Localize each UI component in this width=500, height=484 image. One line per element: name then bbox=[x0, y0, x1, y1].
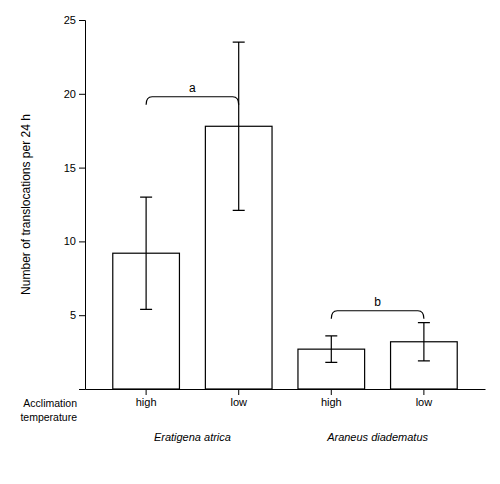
x-tick: low bbox=[230, 389, 247, 408]
y-tick-label: 5 bbox=[70, 309, 76, 321]
x-tick-label: high bbox=[136, 396, 157, 408]
x-axis: high low high low bbox=[86, 389, 486, 408]
y-axis-line bbox=[79, 21, 86, 390]
y-tick-mark bbox=[79, 241, 85, 242]
species-label: Araneus diadematus bbox=[326, 431, 428, 443]
y-tick: 25 bbox=[64, 14, 85, 26]
error-bar bbox=[233, 42, 245, 210]
y-tick-label: 25 bbox=[64, 14, 76, 26]
error-bar bbox=[325, 336, 337, 363]
chart: 5 10 15 20 25 high low high low Number of translo… bbox=[0, 0, 500, 484]
significance-letter: a bbox=[189, 81, 196, 95]
x-tick: high bbox=[136, 389, 157, 408]
x-tick-label: high bbox=[321, 396, 342, 408]
y-tick-mark bbox=[79, 20, 85, 21]
annotations: ab bbox=[146, 81, 424, 319]
error-bar bbox=[140, 197, 152, 309]
plot: 5 10 15 20 25 high low high low Number of translo… bbox=[19, 14, 486, 443]
y-tick-mark bbox=[79, 315, 85, 316]
y-axis: 5 10 15 20 25 bbox=[64, 14, 86, 389]
y-tick: 10 bbox=[64, 235, 85, 247]
y-tick-label: 20 bbox=[64, 88, 76, 100]
y-tick: 5 bbox=[70, 309, 85, 321]
x-tick-mark bbox=[331, 389, 332, 395]
x-tick-label: low bbox=[416, 396, 433, 408]
species-label: Eratigena atrica bbox=[154, 431, 231, 443]
axis-note: temperature bbox=[20, 411, 77, 423]
error-bar bbox=[418, 323, 430, 361]
significance-bracket bbox=[146, 97, 239, 105]
x-tick-mark bbox=[146, 389, 147, 395]
x-tick: high bbox=[321, 389, 342, 408]
x-tick-mark bbox=[423, 389, 424, 395]
y-tick: 20 bbox=[64, 88, 85, 100]
y-tick-label: 15 bbox=[64, 162, 76, 174]
x-tick: low bbox=[416, 389, 433, 408]
y-axis-title: Number of translocations per 24 h bbox=[19, 114, 33, 295]
y-tick-mark bbox=[79, 168, 85, 169]
significance-bracket bbox=[331, 311, 424, 319]
axis-note: Acclimation bbox=[23, 397, 77, 409]
y-tick-mark bbox=[79, 94, 85, 95]
significance-letter: b bbox=[374, 295, 381, 309]
x-tick-mark bbox=[238, 389, 239, 395]
marks bbox=[113, 42, 457, 389]
y-tick-label: 10 bbox=[64, 235, 76, 247]
x-axis-line bbox=[86, 389, 486, 390]
y-tick: 15 bbox=[64, 162, 85, 174]
x-tick-label: low bbox=[230, 396, 247, 408]
